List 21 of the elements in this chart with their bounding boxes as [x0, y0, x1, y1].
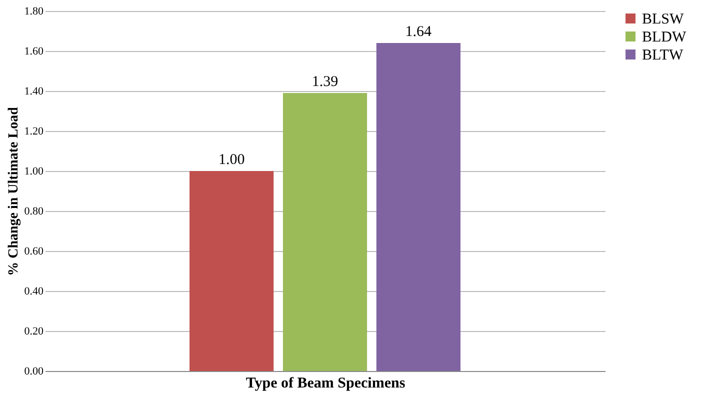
y-tick-label: 1.60 [24, 46, 44, 58]
y-tick-label: 0.40 [24, 286, 44, 298]
y-tick-label: 1.80 [24, 6, 44, 18]
y-tick-label: 0.80 [24, 206, 44, 218]
bar [376, 43, 460, 371]
y-tick-label: 1.20 [24, 126, 44, 138]
bar [190, 171, 274, 371]
y-tick-label: 0.00 [24, 366, 44, 378]
y-tick-label: 0.20 [24, 326, 44, 338]
bar [282, 93, 368, 371]
y-tick-label: 1.00 [24, 166, 44, 178]
data-label: 1.64 [405, 24, 432, 40]
y-tick-label: 0.60 [24, 246, 44, 258]
data-label: 1.00 [218, 152, 245, 168]
y-axis-title: % Change in Ultimate Load [6, 106, 22, 276]
legend-label: BLDW [642, 30, 687, 46]
legend-label: BLTW [642, 48, 684, 64]
legend-label: BLSW [642, 12, 685, 28]
x-axis-title: Type of Beam Specimens [246, 376, 406, 392]
data-label: 1.39 [312, 74, 338, 90]
y-tick-label: 1.40 [24, 86, 44, 98]
